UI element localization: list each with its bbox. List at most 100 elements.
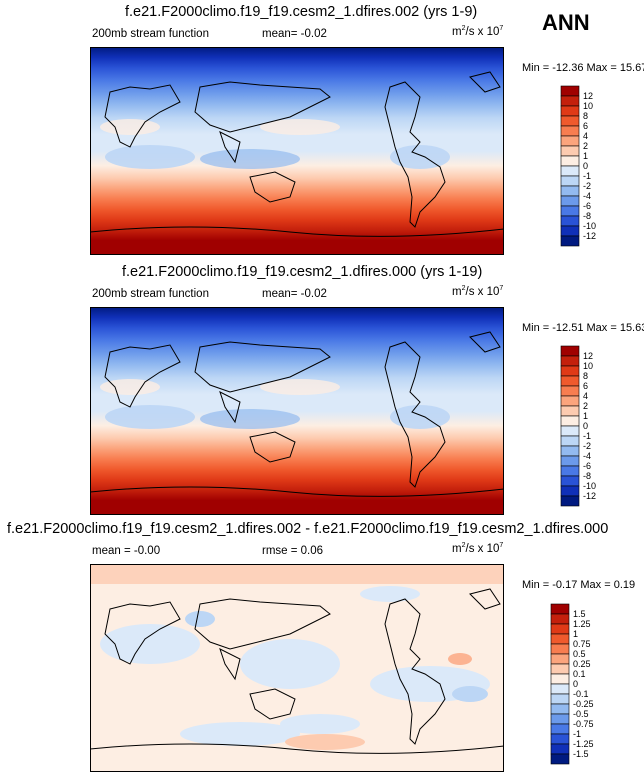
colorbar-swatch <box>560 85 580 97</box>
colorbar-tick-label: 2 <box>583 401 588 411</box>
colorbar-swatch <box>560 205 580 217</box>
colorbar-swatch <box>550 743 570 755</box>
colorbar-tick-label: 1 <box>583 411 588 421</box>
colorbar-swatch <box>550 603 570 615</box>
colorbar-swatch <box>560 215 580 227</box>
colorbar-tick-label: 8 <box>583 371 588 381</box>
colorbar-tick-label: -8 <box>583 471 591 481</box>
panel1-units: m2/s x 107 <box>452 25 504 38</box>
colorbar-tick-label: 0 <box>583 161 588 171</box>
colorbar-swatch <box>560 235 580 247</box>
panel1-variable: 200mb stream function <box>92 28 209 40</box>
colorbar-swatch <box>560 485 580 497</box>
colorbar-swatch <box>550 653 570 665</box>
colorbar-tick-label: 10 <box>583 101 593 111</box>
colorbar-tick-label: -2 <box>583 441 591 451</box>
colorbar-tick-label: -1 <box>583 431 591 441</box>
colorbar-swatch <box>560 415 580 427</box>
colorbar-tick-label: -4 <box>583 451 591 461</box>
colorbar-tick-label: -0.75 <box>573 719 594 729</box>
colorbar-tick-label: 6 <box>583 121 588 131</box>
colorbar-swatch <box>550 633 570 645</box>
colorbar-tick-label: -4 <box>583 191 591 201</box>
panel3-title: f.e21.F2000climo.f19_f19.cesm2_1.dfires.… <box>7 521 609 537</box>
colorbar-tick-label: 4 <box>583 131 588 141</box>
colorbar-swatch <box>560 495 580 507</box>
colorbar-swatch <box>550 683 570 695</box>
panel3-rmse: rmse = 0.06 <box>262 545 324 557</box>
colorbar-tick-label: -0.5 <box>573 709 589 719</box>
panel3-map <box>90 564 504 772</box>
colorbar-swatch <box>560 125 580 137</box>
panel3-units: m2/s x 107 <box>452 542 504 555</box>
colorbar-swatch <box>560 385 580 397</box>
colorbar-swatch <box>560 145 580 157</box>
season-label: ANN <box>542 10 590 35</box>
colorbar-swatch <box>550 613 570 625</box>
colorbar-swatch <box>560 135 580 147</box>
colorbar-swatch <box>560 225 580 237</box>
colorbar-swatch <box>560 435 580 447</box>
colorbar-tick-label: 1 <box>573 629 578 639</box>
panel3-mean: mean = -0.00 <box>92 545 161 557</box>
colorbar-swatch <box>550 693 570 705</box>
colorbar-swatch <box>550 733 570 745</box>
colorbar-tick-label: -1.25 <box>573 739 594 749</box>
colorbar-tick-label: -6 <box>583 201 591 211</box>
colorbar-swatch <box>560 155 580 167</box>
colorbar-tick-label: -12 <box>583 491 596 501</box>
colorbar-swatch <box>550 703 570 715</box>
colorbar-swatch <box>560 405 580 417</box>
panel1-map <box>90 47 504 255</box>
colorbar-tick-label: 0 <box>583 421 588 431</box>
colorbar-tick-label: 0 <box>573 679 578 689</box>
colorbar-swatch <box>560 95 580 107</box>
colorbar-tick-label: -1 <box>583 171 591 181</box>
colorbar-tick-label: -8 <box>583 211 591 221</box>
colorbar-swatch <box>550 623 570 635</box>
panel2-title: f.e21.F2000climo.f19_f19.cesm2_1.dfires.… <box>122 264 483 280</box>
colorbar-swatch <box>560 445 580 457</box>
colorbar-swatch <box>560 475 580 487</box>
panel3-colorbar: 1.51.2510.750.50.250.10-0.1-0.25-0.5-0.7… <box>550 603 594 765</box>
colorbar-swatch <box>560 375 580 387</box>
panel1-title: f.e21.F2000climo.f19_f19.cesm2_1.dfires.… <box>125 4 478 20</box>
colorbar-tick-label: 10 <box>583 361 593 371</box>
colorbar-tick-label: 12 <box>583 91 593 101</box>
colorbar-swatch <box>560 185 580 197</box>
colorbar-tick-label: 0.25 <box>573 659 591 669</box>
colorbar-swatch <box>560 175 580 187</box>
colorbar-tick-label: -0.1 <box>573 689 589 699</box>
colorbar-tick-label: 1.25 <box>573 619 591 629</box>
colorbar-swatch <box>550 643 570 655</box>
colorbar-tick-label: -1 <box>573 729 581 739</box>
panel1-minmax: Min = -12.36 Max = 15.67 <box>522 62 644 74</box>
colorbar-tick-label: -6 <box>583 461 591 471</box>
panel3-minmax: Min = -0.17 Max = 0.19 <box>522 579 636 591</box>
colorbar-tick-label: 1 <box>583 151 588 161</box>
colorbar-tick-label: 0.1 <box>573 669 586 679</box>
colorbar-tick-label: 0.5 <box>573 649 586 659</box>
colorbar-swatch <box>560 195 580 207</box>
colorbar-swatch <box>550 663 570 675</box>
colorbar-tick-label: 0.75 <box>573 639 591 649</box>
colorbar-swatch <box>560 345 580 357</box>
panel2-variable: 200mb stream function <box>92 288 209 300</box>
colorbar-swatch <box>550 673 570 685</box>
colorbar-tick-label: -12 <box>583 231 596 241</box>
colorbar-swatch <box>560 115 580 127</box>
colorbar-swatch <box>560 365 580 377</box>
colorbar-swatch <box>560 425 580 437</box>
colorbar-swatch <box>560 105 580 117</box>
panel2-minmax: Min = -12.51 Max = 15.63 <box>522 322 644 334</box>
colorbar-swatch <box>560 395 580 407</box>
colorbar-swatch <box>560 355 580 367</box>
panel1-mean: mean= -0.02 <box>262 28 327 40</box>
panel2-units: m2/s x 107 <box>452 285 504 298</box>
colorbar-swatch <box>560 455 580 467</box>
panel2-map <box>90 307 504 515</box>
colorbar-tick-label: -10 <box>583 221 596 231</box>
colorbar-tick-label: 2 <box>583 141 588 151</box>
